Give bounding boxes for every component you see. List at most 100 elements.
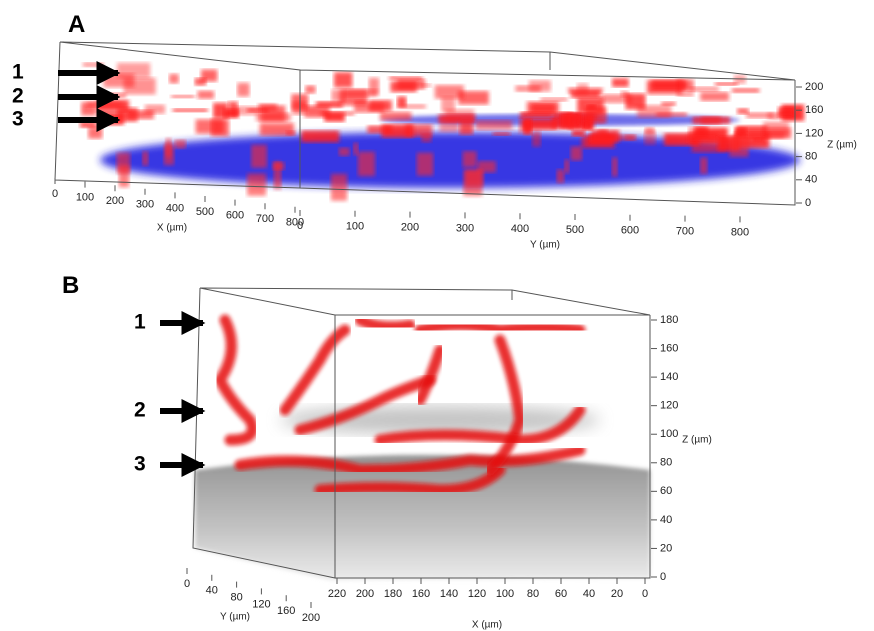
signal	[421, 133, 432, 143]
signal	[353, 142, 359, 156]
signal	[676, 79, 694, 92]
signal	[571, 130, 586, 137]
z-tick-label: 60	[660, 485, 672, 497]
signal	[316, 101, 343, 108]
x-tick-label: 400	[166, 202, 184, 214]
signal	[116, 152, 131, 174]
box-b	[192, 287, 651, 579]
signal	[700, 157, 708, 174]
signal	[540, 97, 568, 102]
z-tick-label: 120	[805, 127, 823, 139]
signal	[228, 101, 238, 116]
box-a	[54, 41, 796, 206]
signal	[564, 159, 570, 174]
signal	[367, 125, 393, 134]
signal	[210, 119, 230, 137]
signal	[334, 72, 353, 88]
x-tick-label: 100	[496, 588, 514, 600]
arrow-label: 2	[12, 85, 24, 108]
y-tick-label: 800	[731, 226, 749, 238]
signal	[611, 157, 618, 177]
x-tick-label: 20	[611, 588, 623, 600]
signal	[163, 143, 175, 165]
z-tick-label: 20	[660, 542, 672, 554]
x-tick-label: 600	[226, 210, 244, 222]
signal	[729, 135, 749, 157]
signal	[223, 108, 239, 119]
signal	[292, 101, 307, 115]
signal	[463, 169, 483, 196]
signal	[324, 112, 345, 122]
signal	[753, 137, 764, 142]
x-tick-label: 0	[642, 588, 648, 600]
signal	[381, 124, 414, 138]
z-tick-label: 200	[805, 81, 823, 93]
y-tick-label: 40	[206, 585, 218, 597]
signal	[237, 82, 250, 97]
signal	[357, 151, 375, 177]
signal	[260, 105, 286, 122]
signal	[213, 102, 229, 119]
signal	[174, 139, 186, 149]
x-tick-label: 140	[440, 588, 458, 600]
signal	[96, 99, 129, 112]
signal	[304, 105, 330, 118]
x-axis-label: X (µm)	[157, 223, 187, 234]
x-tick-label: 0	[52, 188, 58, 200]
signal	[519, 117, 532, 134]
arrow-label: 3	[134, 453, 146, 476]
signal	[142, 151, 149, 166]
x-tick-label: 700	[256, 213, 274, 225]
vessel	[314, 464, 506, 496]
signal	[305, 85, 316, 94]
signal	[651, 80, 687, 91]
signal	[570, 90, 601, 98]
signal	[746, 112, 773, 119]
signal	[434, 85, 464, 99]
vessel	[213, 314, 258, 446]
y-tick-label: 0	[184, 578, 190, 590]
signal	[421, 83, 432, 88]
z-tick-label: 40	[805, 174, 817, 186]
signal	[732, 88, 760, 93]
signal	[441, 96, 456, 113]
y-tick-label: 300	[456, 222, 474, 234]
vessel	[484, 334, 526, 476]
signal	[687, 132, 718, 144]
signal	[354, 99, 367, 104]
signal	[144, 104, 166, 114]
signal	[247, 173, 266, 196]
x-tick-label: 800	[286, 217, 304, 229]
x-tick-label: 120	[468, 588, 486, 600]
z-tick-label: 160	[805, 104, 823, 116]
signal	[778, 106, 795, 118]
z-tick-label: 0	[805, 197, 811, 209]
signal	[714, 82, 738, 86]
x-tick-label: 300	[136, 199, 154, 211]
signal	[689, 86, 719, 92]
signal	[736, 125, 768, 135]
signal	[459, 120, 474, 135]
z-tick-label: 160	[660, 342, 678, 354]
signal	[397, 104, 426, 109]
panel-label: A	[68, 11, 85, 38]
arrow-label: 1	[134, 311, 146, 334]
signal	[397, 96, 407, 108]
signal	[88, 126, 103, 139]
vessel	[234, 444, 586, 476]
x-tick-label: 160	[412, 588, 430, 600]
x-tick-label: 200	[106, 195, 124, 207]
z-tick-label: 100	[660, 428, 678, 440]
y-axis-label: Y (µm)	[220, 612, 250, 623]
y-tick-label: 100	[346, 221, 364, 233]
arrow-label: 3	[12, 108, 24, 131]
signal	[530, 103, 556, 113]
y-tick-label: 80	[230, 592, 242, 604]
y-tick-label: 600	[621, 225, 639, 237]
signal	[625, 134, 636, 141]
signal	[556, 169, 565, 184]
signal	[644, 130, 656, 145]
